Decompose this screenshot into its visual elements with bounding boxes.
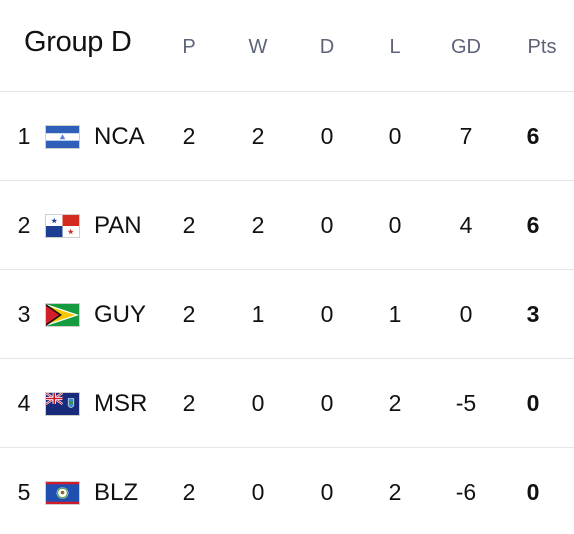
group-title: Group D [24, 26, 132, 58]
lost-value: 1 [388, 301, 402, 327]
drawn-value: 0 [320, 212, 334, 238]
lost-value: 2 [388, 479, 402, 505]
table-header: Group D P W D L GD Pts [0, 0, 574, 92]
goal-difference-value: 7 [459, 123, 473, 149]
column-header-points: Pts [527, 36, 557, 58]
drawn-value: 0 [320, 390, 334, 416]
lost-value: 0 [388, 123, 402, 149]
goal-difference-value: -6 [455, 479, 477, 505]
goal-difference-value: -5 [455, 390, 477, 416]
column-header-lost: L [389, 36, 401, 58]
goal-difference-value: 0 [459, 301, 473, 327]
montserrat-flag-icon [45, 392, 80, 416]
team-name[interactable]: MSR [94, 390, 148, 417]
played-value: 2 [182, 123, 196, 149]
won-value: 0 [251, 479, 265, 505]
belize-flag-icon [45, 481, 80, 505]
column-header-goal-difference: GD [451, 36, 481, 58]
drawn-value: 0 [320, 479, 334, 505]
team-rank: 4 [17, 390, 31, 416]
guyana-flag-icon [45, 303, 80, 327]
lost-value: 2 [388, 390, 402, 416]
points-value: 0 [526, 479, 540, 505]
played-value: 2 [182, 212, 196, 238]
team-rank: 3 [17, 301, 31, 327]
played-value: 2 [182, 390, 196, 416]
column-header-won: W [248, 36, 268, 58]
points-value: 6 [526, 123, 540, 149]
points-value: 3 [526, 301, 540, 327]
team-name[interactable]: PAN [94, 212, 142, 239]
table-row[interactable]: 2 PAN 2 2 0 0 4 6 [0, 181, 574, 270]
table-row[interactable]: 3 GUY 2 1 0 1 0 3 [0, 270, 574, 359]
team-name[interactable]: BLZ [94, 479, 139, 506]
team-rank: 5 [17, 479, 31, 505]
goal-difference-value: 4 [459, 212, 473, 238]
points-value: 0 [526, 390, 540, 416]
team-rank: 1 [17, 123, 31, 149]
team-name[interactable]: NCA [94, 123, 145, 150]
played-value: 2 [182, 301, 196, 327]
team-rank: 2 [17, 212, 31, 238]
drawn-value: 0 [320, 301, 334, 327]
column-header-drawn: D [319, 36, 335, 58]
panama-flag-icon [45, 214, 80, 238]
won-value: 0 [251, 390, 265, 416]
table-row[interactable]: 1 NCA 2 2 0 0 7 6 [0, 92, 574, 181]
points-value: 6 [526, 212, 540, 238]
lost-value: 0 [388, 212, 402, 238]
table-row[interactable]: 4 MSR 2 0 0 [0, 359, 574, 448]
won-value: 1 [251, 301, 265, 327]
played-value: 2 [182, 479, 196, 505]
team-name[interactable]: GUY [94, 301, 147, 328]
drawn-value: 0 [320, 123, 334, 149]
won-value: 2 [251, 212, 265, 238]
nicaragua-flag-icon [45, 125, 80, 149]
column-header-played: P [182, 36, 196, 58]
won-value: 2 [251, 123, 265, 149]
table-row[interactable]: 5 BLZ 2 0 0 2 -6 0 [0, 448, 574, 534]
